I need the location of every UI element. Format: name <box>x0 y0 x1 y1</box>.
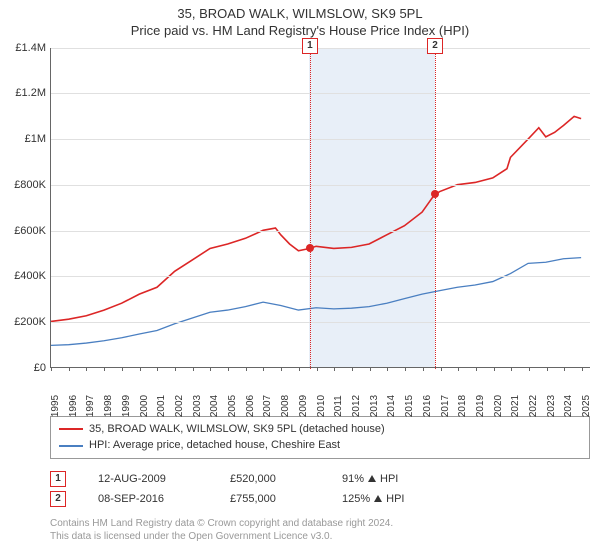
x-tick-label: 1996 <box>68 395 70 417</box>
legend-label: 35, BROAD WALK, WILMSLOW, SK9 5PL (detac… <box>89 421 385 438</box>
below-chart: 35, BROAD WALK, WILMSLOW, SK9 5PL (detac… <box>50 416 590 543</box>
chart-title-block: 35, BROAD WALK, WILMSLOW, SK9 5PL Price … <box>0 0 600 40</box>
sale-marker-dot <box>431 190 439 198</box>
sale-marker-index: 1 <box>302 38 318 54</box>
sales-table: 1 12-AUG-2009 £520,000 91% HPI 2 08-SEP-2016 £7… <box>50 469 590 509</box>
legend-label: HPI: Average price, detached house, Ches… <box>89 437 340 454</box>
x-axis-ticks: 1995199619971998199920002001200220032004… <box>50 368 590 410</box>
sale-marker-index: 2 <box>427 38 443 54</box>
sales-hpi: 125% HPI <box>342 493 404 505</box>
legend-swatch <box>59 445 83 447</box>
sales-hpi-suffix: HPI <box>386 493 404 505</box>
sales-price: £520,000 <box>230 473 310 485</box>
sales-row: 2 08-SEP-2016 £755,000 125% HPI <box>50 489 590 509</box>
chart-plot-area: £0£200K£400K£600K£800K£1M£1.2M£1.4M 12 1… <box>50 48 590 368</box>
x-tick-label: 1999 <box>121 395 123 417</box>
sales-hpi-pct: 91% <box>342 473 364 485</box>
y-tick-label: £1M <box>0 133 46 145</box>
plot-region: 12 <box>50 48 590 368</box>
sale-marker-line <box>310 42 311 369</box>
x-tick-label: 2013 <box>369 395 371 417</box>
x-tick-label: 2009 <box>298 395 300 417</box>
address-title: 35, BROAD WALK, WILMSLOW, SK9 5PL <box>0 6 600 23</box>
arrow-up-icon <box>374 495 382 502</box>
series-red-line <box>51 116 581 321</box>
sales-row: 1 12-AUG-2009 £520,000 91% HPI <box>50 469 590 489</box>
legend-row: HPI: Average price, detached house, Ches… <box>59 437 581 454</box>
x-tick-label: 2010 <box>316 395 318 417</box>
legend-swatch <box>59 428 83 430</box>
sales-index-box: 1 <box>50 471 66 487</box>
sales-hpi: 91% HPI <box>342 473 398 485</box>
x-tick-label: 2008 <box>280 395 282 417</box>
x-tick-label: 1997 <box>85 395 87 417</box>
credits: Contains HM Land Registry data © Crown c… <box>50 517 590 543</box>
sales-hpi-suffix: HPI <box>380 473 398 485</box>
y-tick-label: £800K <box>0 179 46 191</box>
x-tick-label: 2003 <box>192 395 194 417</box>
sales-date: 08-SEP-2016 <box>98 493 198 505</box>
x-tick-label: 2011 <box>333 395 335 417</box>
x-tick-label: 2025 <box>581 395 583 417</box>
line-layer <box>51 48 590 367</box>
x-tick-label: 2000 <box>139 395 141 417</box>
y-tick-label: £1.2M <box>0 87 46 99</box>
sale-marker-line <box>435 42 436 369</box>
y-tick-label: £400K <box>0 270 46 282</box>
x-tick-label: 2001 <box>156 395 158 417</box>
sale-marker-dot <box>306 244 314 252</box>
subtitle: Price paid vs. HM Land Registry's House … <box>0 23 600 40</box>
x-tick-label: 2012 <box>351 395 353 417</box>
x-tick-label: 2022 <box>528 395 530 417</box>
sales-date: 12-AUG-2009 <box>98 473 198 485</box>
legend-box: 35, BROAD WALK, WILMSLOW, SK9 5PL (detac… <box>50 416 590 459</box>
y-tick-label: £600K <box>0 225 46 237</box>
x-tick-label: 2018 <box>457 395 459 417</box>
x-tick-label: 2016 <box>422 395 424 417</box>
x-tick-label: 2006 <box>245 395 247 417</box>
sales-price: £755,000 <box>230 493 310 505</box>
credits-line-2: This data is licensed under the Open Gov… <box>50 530 590 543</box>
x-tick-label: 2020 <box>493 395 495 417</box>
x-tick-label: 1998 <box>103 395 105 417</box>
x-tick-label: 2023 <box>546 395 548 417</box>
y-axis-ticks: £0£200K£400K£600K£800K£1M£1.2M£1.4M <box>0 48 46 368</box>
x-tick-label: 2021 <box>510 395 512 417</box>
x-tick-label: 2019 <box>475 395 477 417</box>
y-tick-label: £0 <box>0 362 46 374</box>
x-tick-label: 2017 <box>440 395 442 417</box>
x-tick-label: 2002 <box>174 395 176 417</box>
y-tick-label: £1.4M <box>0 42 46 54</box>
x-tick-label: 2014 <box>386 395 388 417</box>
y-tick-label: £200K <box>0 316 46 328</box>
x-tick-label: 2005 <box>227 395 229 417</box>
arrow-up-icon <box>368 475 376 482</box>
x-tick-label: 2024 <box>563 395 565 417</box>
x-tick-label: 1995 <box>50 395 52 417</box>
legend-row: 35, BROAD WALK, WILMSLOW, SK9 5PL (detac… <box>59 421 581 438</box>
x-tick-label: 2015 <box>404 395 406 417</box>
x-tick-label: 2007 <box>262 395 264 417</box>
series-blue-line <box>51 257 581 345</box>
x-tick-label: 2004 <box>209 395 211 417</box>
credits-line-1: Contains HM Land Registry data © Crown c… <box>50 517 590 530</box>
sales-hpi-pct: 125% <box>342 493 370 505</box>
sales-index-box: 2 <box>50 491 66 507</box>
